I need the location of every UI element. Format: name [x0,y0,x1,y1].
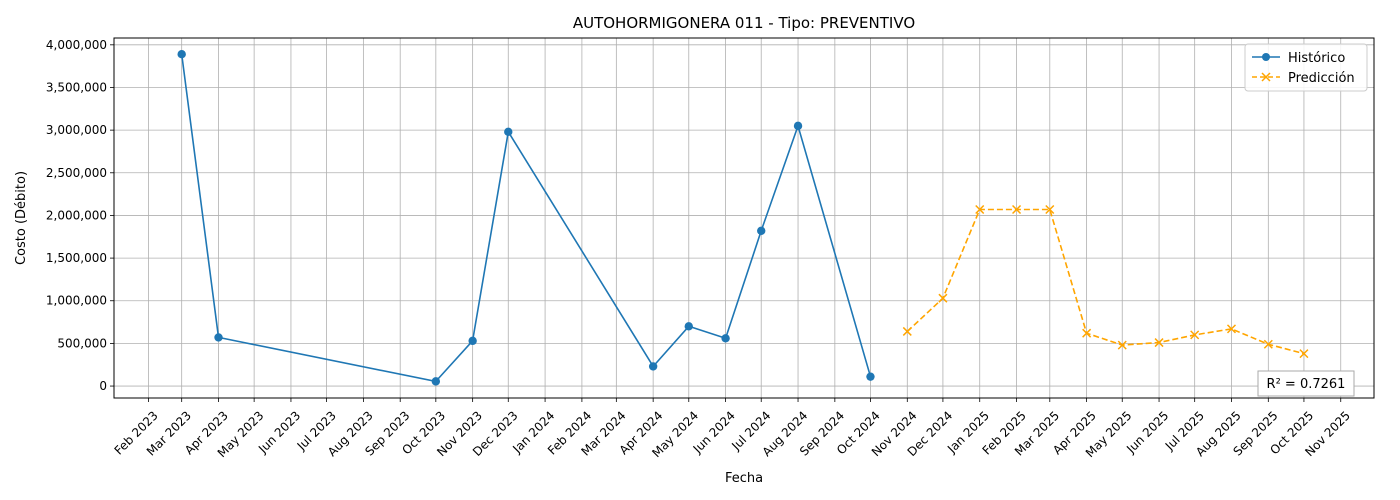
y-tick-label: 500,000 [57,336,107,350]
data-point-historico [504,127,513,137]
y-axis-ticks: 0 500,000 1,000,000 1,500,000 2,000,000 2,500… [46,38,114,393]
y-tick-label: 1,500,000 [46,251,107,265]
data-point-historico [468,336,477,346]
grid [114,38,1374,398]
data-point-historico [721,334,730,343]
data-point-historico [431,377,441,386]
legend-marker-historico [1262,53,1270,61]
series-layer [177,50,1309,386]
series-historico [177,50,875,386]
y-tick-label: 4,000,000 [46,38,107,52]
y-tick-label: 1,000,000 [46,294,107,308]
y-axis-label: Costo (Débito) [14,171,29,265]
data-point-historico [648,362,658,371]
data-point-historico [866,372,875,381]
data-point-historico [757,226,766,235]
data-point-prediccion [1045,204,1055,214]
data-point-prediccion [938,293,948,303]
legend-label-prediccion: Predicción [1288,71,1355,86]
y-tick-label: 3,500,000 [46,80,107,94]
data-point-prediccion [902,326,912,336]
data-point-prediccion [1263,339,1273,349]
data-point-prediccion [1154,338,1164,348]
data-point-prediccion [1082,328,1092,338]
data-point-prediccion [1117,340,1127,350]
plot-frame [113,37,1375,399]
legend-marker-prediccion [1261,72,1271,82]
data-point-historico [684,322,693,331]
chart-title: AUTOHORMIGONERA 011 - Tipo: PREVENTIVO [573,14,915,32]
r2-annotation: R² = 0.7261 [1257,370,1355,397]
r2-annotation-box [1257,370,1355,397]
x-axis-label: Fecha [725,471,763,486]
data-point-historico [214,333,223,342]
series-prediccion [902,204,1309,359]
legend: Histórico Predicción [1244,43,1368,92]
legend-label-historico: Histórico [1288,51,1345,66]
y-tick-label: 3,000,000 [46,123,107,137]
data-point-prediccion [975,204,985,214]
r2-annotation-text: R² = 0.7261 [1267,377,1346,392]
data-point-prediccion [1012,204,1022,214]
y-tick-label: 2,000,000 [46,208,107,222]
series-line-prediccion [906,208,1305,355]
data-point-historico [177,50,186,59]
data-point-prediccion [1226,324,1237,334]
y-tick-label: 2,500,000 [46,166,107,180]
data-point-prediccion [1299,349,1309,359]
legend-box [1244,43,1368,92]
y-tick-label: 0 [99,379,107,393]
data-point-historico [793,121,803,131]
data-point-prediccion [1190,330,1200,340]
